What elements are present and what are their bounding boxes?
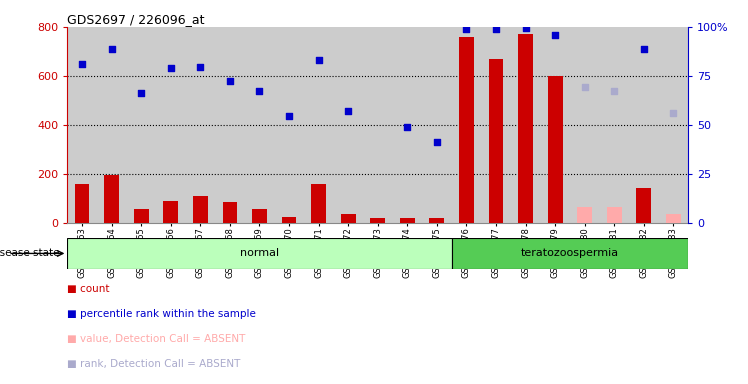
Point bbox=[165, 65, 177, 71]
Bar bbox=[540, 27, 570, 223]
Bar bbox=[163, 201, 178, 223]
Text: ■ count: ■ count bbox=[67, 284, 110, 294]
Bar bbox=[67, 27, 97, 223]
Bar bbox=[511, 27, 540, 223]
Bar bbox=[658, 27, 688, 223]
Text: GDS2697 / 226096_at: GDS2697 / 226096_at bbox=[67, 13, 205, 26]
Bar bbox=[97, 27, 126, 223]
Bar bbox=[400, 218, 414, 223]
Point bbox=[105, 46, 117, 52]
Point bbox=[667, 109, 679, 116]
Bar bbox=[570, 27, 599, 223]
Bar bbox=[599, 27, 629, 223]
Bar bbox=[452, 27, 481, 223]
Point bbox=[579, 84, 591, 90]
Text: ■ value, Detection Call = ABSENT: ■ value, Detection Call = ABSENT bbox=[67, 334, 245, 344]
Bar bbox=[422, 27, 452, 223]
Text: ■ rank, Detection Call = ABSENT: ■ rank, Detection Call = ABSENT bbox=[67, 359, 241, 369]
Bar bbox=[134, 209, 149, 223]
Bar bbox=[363, 27, 393, 223]
Point bbox=[313, 57, 325, 63]
Bar bbox=[186, 27, 215, 223]
Bar bbox=[518, 34, 533, 223]
Bar bbox=[304, 27, 334, 223]
Point bbox=[283, 113, 295, 119]
Bar bbox=[488, 59, 503, 223]
Text: disease state: disease state bbox=[0, 248, 60, 258]
Point bbox=[431, 139, 443, 145]
Point bbox=[402, 124, 414, 130]
Bar bbox=[666, 214, 681, 223]
Bar bbox=[637, 189, 652, 223]
Bar bbox=[67, 238, 452, 269]
Bar bbox=[429, 218, 444, 223]
Point bbox=[608, 88, 620, 94]
Text: teratozoospermia: teratozoospermia bbox=[521, 248, 619, 258]
Bar bbox=[156, 27, 186, 223]
Bar bbox=[459, 37, 473, 223]
Bar bbox=[223, 202, 237, 223]
Bar bbox=[193, 196, 208, 223]
Point bbox=[638, 46, 650, 52]
Bar bbox=[104, 175, 119, 223]
Bar bbox=[215, 27, 245, 223]
Bar bbox=[126, 27, 156, 223]
Bar bbox=[629, 27, 658, 223]
Point bbox=[461, 26, 473, 32]
Bar bbox=[275, 27, 304, 223]
Point bbox=[135, 90, 147, 96]
Bar bbox=[393, 27, 422, 223]
Point bbox=[194, 64, 206, 70]
Bar bbox=[245, 27, 275, 223]
Bar bbox=[75, 184, 90, 223]
Bar bbox=[548, 76, 562, 223]
Bar bbox=[481, 27, 511, 223]
Bar bbox=[334, 27, 363, 223]
Bar bbox=[252, 209, 267, 223]
Point bbox=[490, 26, 502, 32]
Bar bbox=[577, 207, 592, 223]
Point bbox=[76, 61, 88, 67]
Point bbox=[520, 25, 532, 31]
Bar bbox=[452, 238, 688, 269]
Bar bbox=[370, 218, 385, 223]
Point bbox=[224, 78, 236, 84]
Text: ■ percentile rank within the sample: ■ percentile rank within the sample bbox=[67, 309, 257, 319]
Bar bbox=[282, 217, 296, 223]
Bar bbox=[341, 214, 355, 223]
Point bbox=[254, 88, 266, 94]
Bar bbox=[311, 184, 326, 223]
Point bbox=[549, 32, 561, 38]
Point bbox=[342, 108, 354, 114]
Bar bbox=[607, 207, 622, 223]
Text: normal: normal bbox=[240, 248, 279, 258]
